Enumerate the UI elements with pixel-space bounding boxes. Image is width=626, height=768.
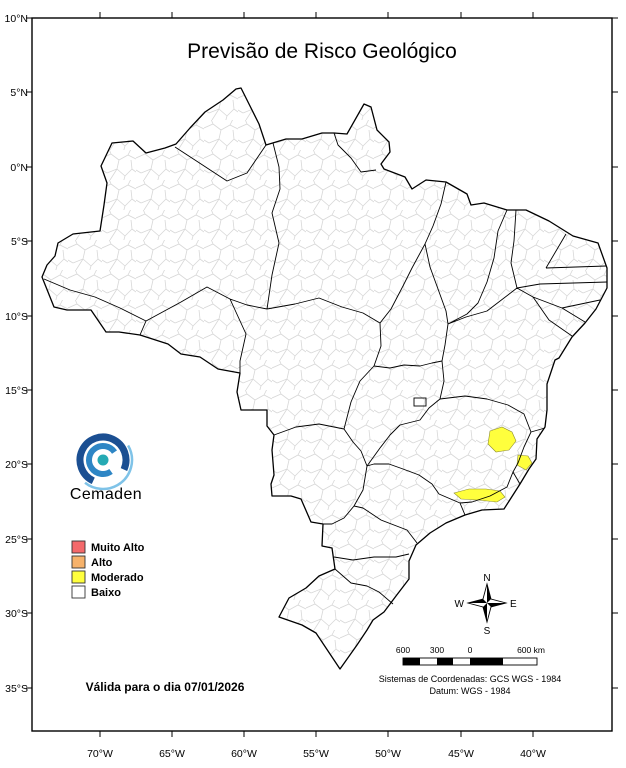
longitude-label: 65°W (159, 748, 185, 760)
legend-label-muito-alto: Muito Alto (91, 542, 145, 554)
latitude-label: 20°S (5, 459, 28, 471)
cemaden-logo-text: Cemaden (70, 486, 142, 503)
latitude-label: 0°N (10, 162, 28, 174)
state-borders (43, 132, 608, 605)
coordinate-system-note: Sistemas de Coordenadas: GCS WGS - 1984 (379, 674, 562, 684)
legend-label-alto: Alto (91, 557, 113, 569)
longitude-axis: 70°W 65°W 60°W 55°W 50°W 45°W 40°W (87, 748, 546, 760)
scalebar-label-600-km: 600 km (517, 645, 545, 655)
compass-label-w: W (455, 599, 465, 610)
longitude-label: 50°W (375, 748, 401, 760)
risk-area-moderate-1 (487, 426, 517, 453)
legend-swatch-moderado (71, 570, 86, 584)
legend-label-baixo: Baixo (91, 587, 121, 599)
scalebar-label-300: 300 (430, 645, 444, 655)
datum-note: Datum: WGS - 1984 (429, 686, 510, 696)
scalebar-segment (437, 658, 453, 665)
latitude-label: 10°N (5, 13, 28, 25)
compass-label-s: S (484, 626, 491, 637)
municipality-boundaries-texture (42, 88, 607, 669)
legend-swatch-muito-alto (71, 540, 86, 554)
longitude-label: 60°W (231, 748, 257, 760)
map-title: Previsão de Risco Geológico (187, 40, 457, 63)
scalebar-segment (403, 658, 420, 665)
longitude-label: 55°W (303, 748, 329, 760)
latitude-label: 5°N (10, 87, 28, 99)
longitude-label: 40°W (520, 748, 546, 760)
compass-label-n: N (483, 573, 490, 584)
scalebar-outline (402, 657, 538, 666)
scalebar-label-600-left: 600 (396, 645, 410, 655)
scalebar-segment (470, 658, 503, 665)
latitude-label: 25°S (5, 534, 28, 546)
risk-area-moderate-3 (453, 488, 506, 503)
risk-area-moderate-2 (516, 454, 533, 471)
logo-mid-ring (86, 443, 120, 477)
legend-swatch-baixo (71, 585, 86, 599)
map-frame (31, 17, 613, 732)
longitude-label: 45°W (448, 748, 474, 760)
logo-dark-ring (76, 433, 130, 487)
compass-star-fill (468, 584, 506, 622)
federal-district-border (413, 397, 427, 407)
axis-ticks (26, 12, 618, 737)
scalebar-label-0: 0 (468, 645, 473, 655)
compass-rose: N S W E (455, 573, 517, 637)
latitude-label: 5°S (11, 236, 28, 248)
longitude-label: 70°W (87, 748, 113, 760)
logo-outer-swoosh (72, 429, 134, 491)
validity-date: Válida para o dia 07/01/2026 (86, 680, 245, 694)
latitude-label: 35°S (5, 683, 28, 695)
latitude-axis: 10°N 5°N 0°N 5°S 10°S 15°S 20°S 25°S 30°… (5, 13, 28, 695)
cemaden-logo: Cemaden (70, 429, 142, 503)
legend-label-moderado: Moderado (91, 572, 144, 584)
scale-bar: 600 300 0 600 km (396, 645, 545, 666)
compass-label-e: E (510, 599, 517, 610)
risk-legend: Muito Alto Alto Moderado Baixo (71, 540, 145, 599)
brazil-outline (41, 87, 608, 670)
latitude-label: 15°S (5, 385, 28, 397)
latitude-label: 30°S (5, 608, 28, 620)
latitude-label: 10°S (5, 311, 28, 323)
legend-swatch-alto (71, 555, 86, 569)
logo-center-dot (97, 454, 109, 466)
